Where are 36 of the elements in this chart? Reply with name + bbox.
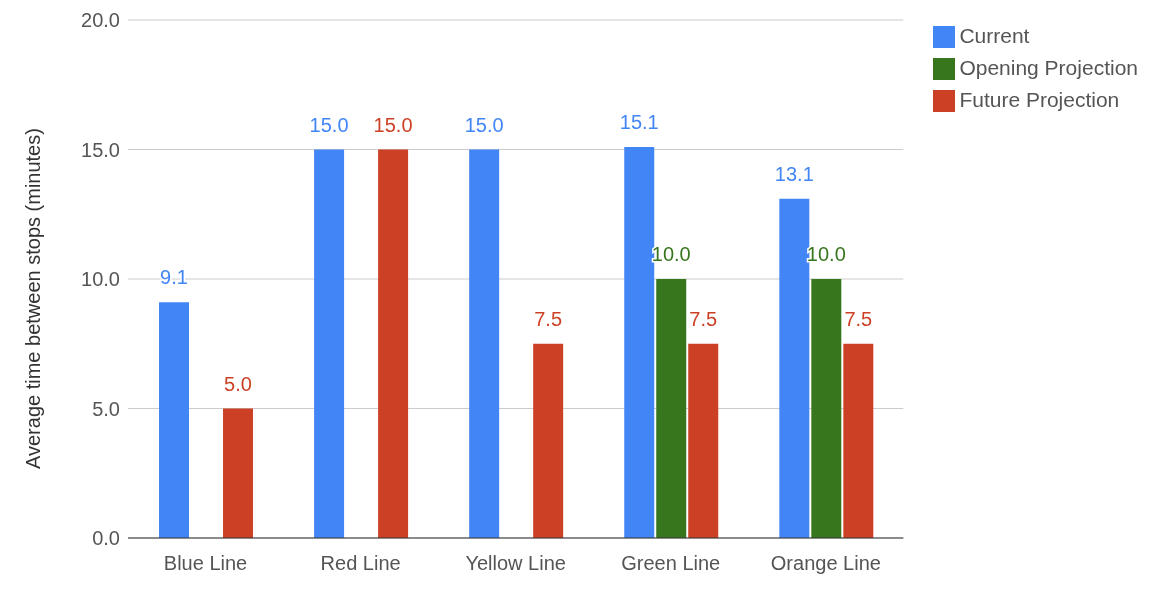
x-tick-label: Green Line	[621, 552, 721, 575]
bar	[533, 343, 564, 538]
y-axis-title: Average time between stops (minutes)	[22, 128, 45, 469]
bar	[469, 149, 500, 538]
bar	[624, 146, 655, 538]
x-tick-label: Yellow Line	[465, 552, 566, 575]
data-label: 15.0	[464, 113, 504, 136]
data-label: 7.5	[844, 307, 873, 330]
data-label: 7.5	[689, 307, 718, 330]
bar	[159, 302, 190, 538]
bar	[223, 408, 254, 538]
data-label: 13.1	[774, 162, 814, 185]
legend-label: Current	[959, 24, 1030, 47]
y-tick-label: 5.0	[92, 397, 120, 420]
data-label: 15.0	[373, 113, 413, 136]
data-label: 9.1	[160, 266, 188, 289]
bar	[314, 149, 345, 538]
data-label: 7.5	[534, 307, 563, 330]
bar	[688, 343, 719, 538]
data-label: 5.0	[224, 372, 252, 395]
y-tick-label: 15.0	[81, 138, 120, 161]
legend-label: Future Projection	[959, 88, 1120, 111]
x-tick-label: Blue Line	[163, 552, 248, 575]
bar	[811, 279, 842, 538]
x-tick-label: Orange Line	[770, 552, 881, 575]
legend-label: Opening Projection	[959, 56, 1138, 79]
bar	[656, 279, 687, 538]
y-tick-label: 20.0	[81, 9, 120, 32]
bar	[378, 149, 409, 538]
data-label: 15.0	[309, 113, 349, 136]
bar	[779, 198, 810, 538]
bar	[843, 343, 874, 538]
data-label: 15.1	[619, 110, 659, 133]
x-tick-label: Red Line	[320, 552, 401, 575]
y-tick-label: 10.0	[81, 268, 120, 291]
y-tick-label: 0.0	[92, 527, 120, 550]
